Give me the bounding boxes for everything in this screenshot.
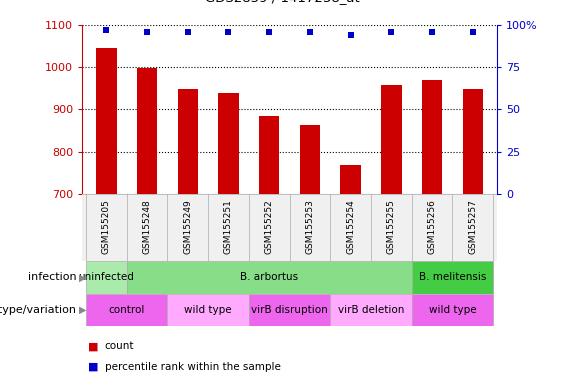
Bar: [412, 261, 493, 294]
Text: GSM155257: GSM155257: [468, 199, 477, 254]
Text: infection: infection: [28, 272, 76, 283]
Text: genotype/variation: genotype/variation: [0, 305, 76, 315]
Bar: [463, 89, 483, 194]
Text: virB deletion: virB deletion: [338, 305, 404, 315]
Text: percentile rank within the sample: percentile rank within the sample: [105, 362, 280, 372]
Text: GDS2859 / 1417238_at: GDS2859 / 1417238_at: [205, 0, 360, 4]
Text: GSM155252: GSM155252: [265, 199, 273, 254]
Text: GSM155256: GSM155256: [428, 199, 437, 254]
Text: GSM155254: GSM155254: [346, 199, 355, 254]
Text: uninfected: uninfected: [79, 272, 134, 283]
Bar: [300, 126, 320, 194]
Text: wild type: wild type: [184, 305, 232, 315]
Text: B. melitensis: B. melitensis: [419, 272, 486, 283]
Text: count: count: [105, 341, 134, 351]
Text: ■: ■: [88, 362, 98, 372]
Text: ■: ■: [88, 341, 98, 351]
Bar: [259, 116, 279, 194]
Bar: [86, 294, 167, 326]
Bar: [96, 48, 116, 194]
Bar: [137, 68, 157, 194]
Text: GSM155255: GSM155255: [387, 199, 396, 254]
Bar: [422, 80, 442, 194]
Bar: [127, 261, 412, 294]
Text: control: control: [108, 305, 145, 315]
Bar: [177, 89, 198, 194]
Text: ▶: ▶: [79, 272, 86, 283]
Bar: [412, 294, 493, 326]
Bar: [249, 294, 331, 326]
Bar: [167, 294, 249, 326]
Text: wild type: wild type: [429, 305, 476, 315]
Text: GSM155251: GSM155251: [224, 199, 233, 254]
Text: GSM155205: GSM155205: [102, 199, 111, 254]
Bar: [331, 294, 412, 326]
Text: B. arbortus: B. arbortus: [240, 272, 298, 283]
Text: GSM155248: GSM155248: [142, 199, 151, 254]
Text: ▶: ▶: [79, 305, 86, 315]
Bar: [341, 165, 361, 194]
Text: virB disruption: virB disruption: [251, 305, 328, 315]
Bar: [86, 261, 127, 294]
Text: GSM155249: GSM155249: [183, 199, 192, 254]
Bar: [381, 85, 402, 194]
Text: GSM155253: GSM155253: [306, 199, 314, 254]
Bar: [218, 93, 238, 194]
